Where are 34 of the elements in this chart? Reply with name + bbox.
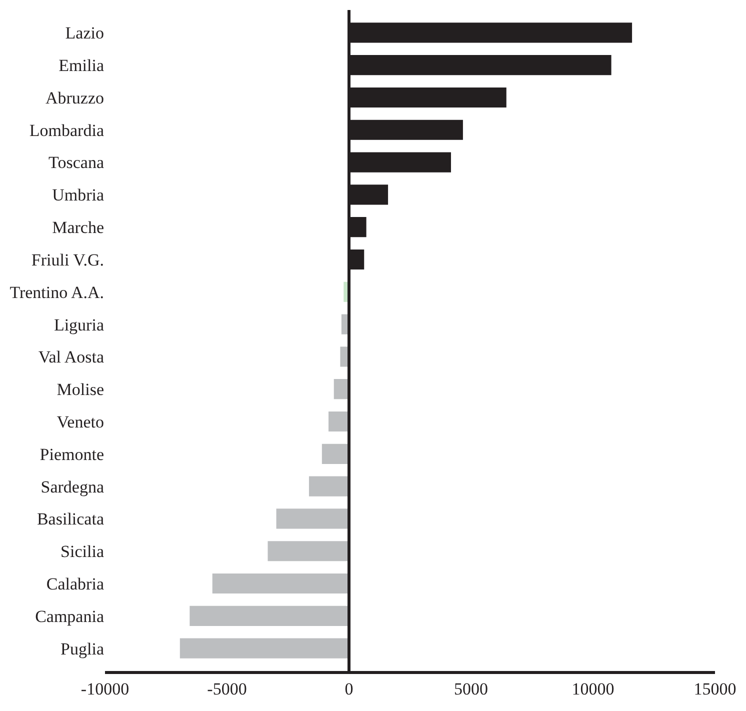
bar: [276, 508, 349, 529]
y-tick-label: Trentino A.A.: [10, 282, 104, 302]
y-tick-label: Sicilia: [60, 542, 104, 562]
y-tick-label: Marche: [52, 218, 104, 238]
y-tick-label: Sardegna: [40, 477, 104, 496]
bar: [328, 411, 349, 432]
y-tick-label: Lombardia: [29, 120, 104, 140]
bar: [190, 606, 349, 626]
y-tick-label: Veneto: [56, 412, 104, 432]
x-tick-label: 15000: [694, 679, 736, 698]
x-tick-label: -5000: [207, 679, 247, 698]
bar: [212, 573, 349, 594]
y-tick-label: Calabria: [46, 574, 104, 594]
x-tick-label: 5000: [454, 679, 488, 698]
x-tick-label: 10000: [572, 679, 614, 698]
y-tick-label: Campania: [35, 606, 104, 626]
y-tick-label: Umbria: [52, 186, 104, 205]
y-tick-label: Val Aosta: [38, 348, 104, 367]
y-tick-label: Toscana: [48, 153, 104, 172]
y-tick-label: Abruzzo: [45, 88, 104, 108]
y-tick-label: Lazio: [65, 24, 104, 43]
bar: [308, 476, 349, 496]
x-tick-label: 0: [344, 679, 354, 698]
y-tick-label: Basilicata: [36, 510, 104, 529]
y-tick-label: Emilia: [58, 56, 104, 76]
bar: [322, 444, 349, 464]
y-tick-label: Puglia: [60, 639, 104, 658]
bar: [180, 638, 349, 658]
x-tick-label: -10000: [80, 679, 130, 698]
bar: [268, 541, 349, 562]
y-tick-label: Liguria: [54, 315, 104, 334]
y-tick-label: Piemonte: [40, 444, 104, 464]
y-tick-label: Molise: [56, 380, 104, 400]
y-tick-label: Friuli V.G.: [31, 250, 104, 270]
